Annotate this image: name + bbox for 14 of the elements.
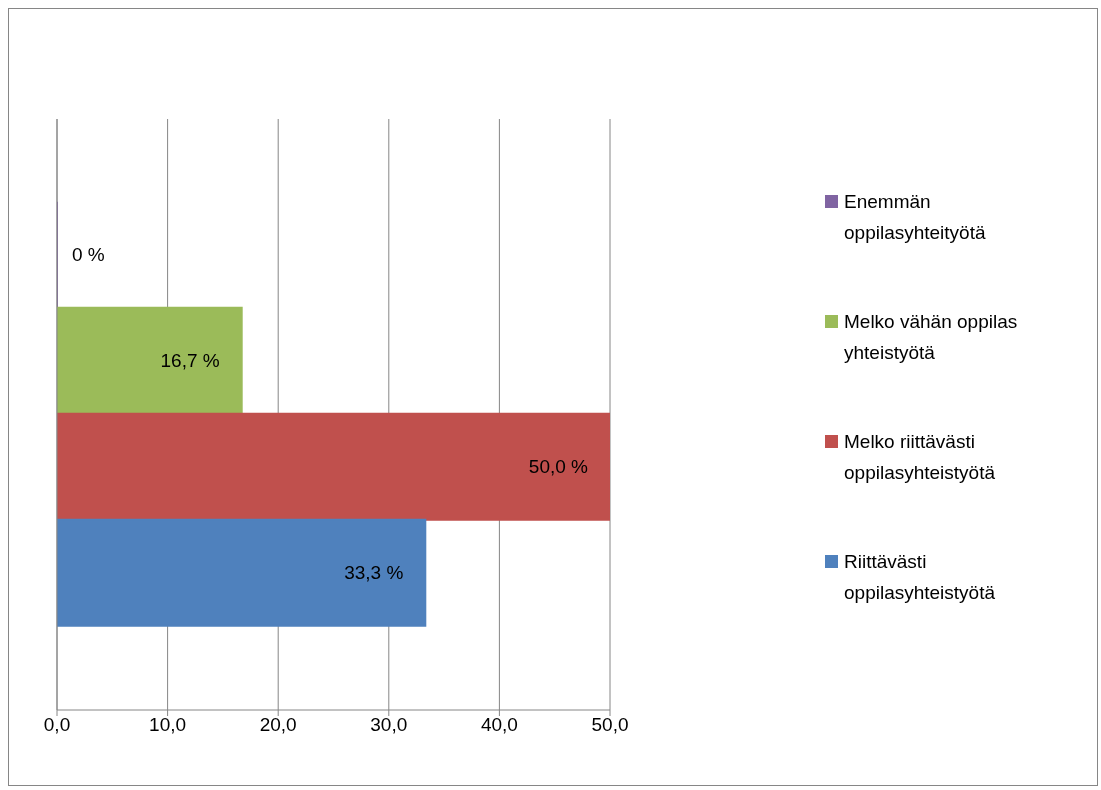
legend-label: Melko vähän oppilas yhteistyötä: [844, 310, 1019, 365]
x-tick-label: 10,0: [149, 714, 187, 736]
legend-label: Melko riittävästi oppilasyhteistyötä: [844, 430, 997, 485]
x-tick-label: 30,0: [370, 714, 408, 736]
data-label: 33,3 %: [344, 562, 404, 584]
data-label: 50,0 %: [528, 456, 589, 478]
legend-label: Riittävästi oppilasyhteistyötä: [844, 550, 997, 605]
x-tick-label: 20,0: [259, 714, 297, 736]
data-label: 16,7 %: [160, 350, 220, 372]
x-tick-label: 0,0: [43, 714, 71, 736]
data-label: 0 %: [72, 244, 105, 266]
legend-label: Enemmän oppilasyhteityötä: [844, 190, 987, 245]
x-tick-label: 40,0: [480, 714, 518, 736]
x-tick-label: 50,0: [591, 714, 629, 736]
